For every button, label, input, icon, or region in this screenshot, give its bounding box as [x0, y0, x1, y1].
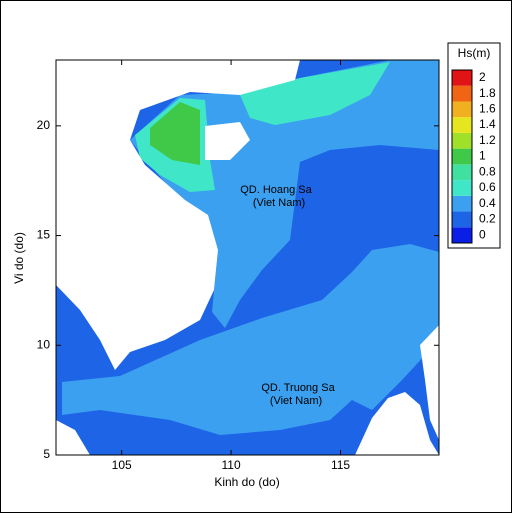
y-tick-label: 10 — [37, 337, 51, 351]
land — [355, 392, 439, 455]
colorbar-cell — [452, 132, 472, 149]
colorbar-label: 1.2 — [479, 133, 496, 147]
annotation: QD. Hoang Sa — [240, 184, 312, 196]
x-tick-label: 105 — [112, 458, 132, 472]
colorbar-cell — [452, 85, 472, 102]
colorbar-outline — [451, 69, 473, 244]
colorbar-label: 0.8 — [479, 164, 496, 178]
colorbar-cell — [452, 117, 472, 133]
contour-region — [62, 244, 439, 435]
plot-border — [55, 59, 440, 456]
annotation: QD. Truong Sa — [261, 382, 335, 394]
colorbar-cell — [452, 70, 472, 86]
colorbar-label: 2 — [479, 70, 486, 84]
colorbar-label: 0 — [479, 227, 486, 241]
contour-region — [150, 102, 200, 165]
colorbar-label: 0.2 — [479, 212, 496, 226]
annotation: (Viet Nam) — [253, 197, 305, 209]
map — [56, 60, 439, 455]
colorbar-label: 1.6 — [479, 101, 496, 115]
colorbar-cell — [452, 164, 472, 181]
land — [205, 122, 250, 160]
x-tick-label: 110 — [222, 458, 241, 472]
colorbar-cell — [452, 180, 472, 196]
colorbar-cell — [452, 101, 472, 118]
contour-region — [240, 62, 390, 125]
colorbar-label: 1 — [479, 149, 486, 163]
colorbar-cell — [452, 227, 472, 243]
y-axis-label: Vi do (do) — [12, 232, 26, 284]
colorbar-cell — [452, 195, 472, 212]
annotation: (Viet Nam) — [270, 395, 322, 407]
colorbar-label: 1.4 — [479, 117, 496, 131]
colorbar-cell — [452, 211, 472, 228]
colorbar-title: Hs(m) — [458, 46, 491, 60]
y-tick-label: 15 — [37, 228, 51, 242]
colorbar-label: 0.6 — [479, 180, 496, 194]
land — [56, 60, 300, 370]
x-tick-label: 115 — [331, 458, 350, 472]
land — [56, 420, 90, 455]
colorbar-label: 1.8 — [479, 86, 496, 100]
y-tick-label: 20 — [37, 118, 51, 132]
x-axis-label: Kinh do (do) — [214, 475, 279, 489]
colorbar-label: 0.4 — [479, 196, 496, 210]
colorbar-cell — [452, 148, 472, 165]
y-tick-label: 5 — [43, 447, 50, 461]
land — [420, 325, 439, 440]
